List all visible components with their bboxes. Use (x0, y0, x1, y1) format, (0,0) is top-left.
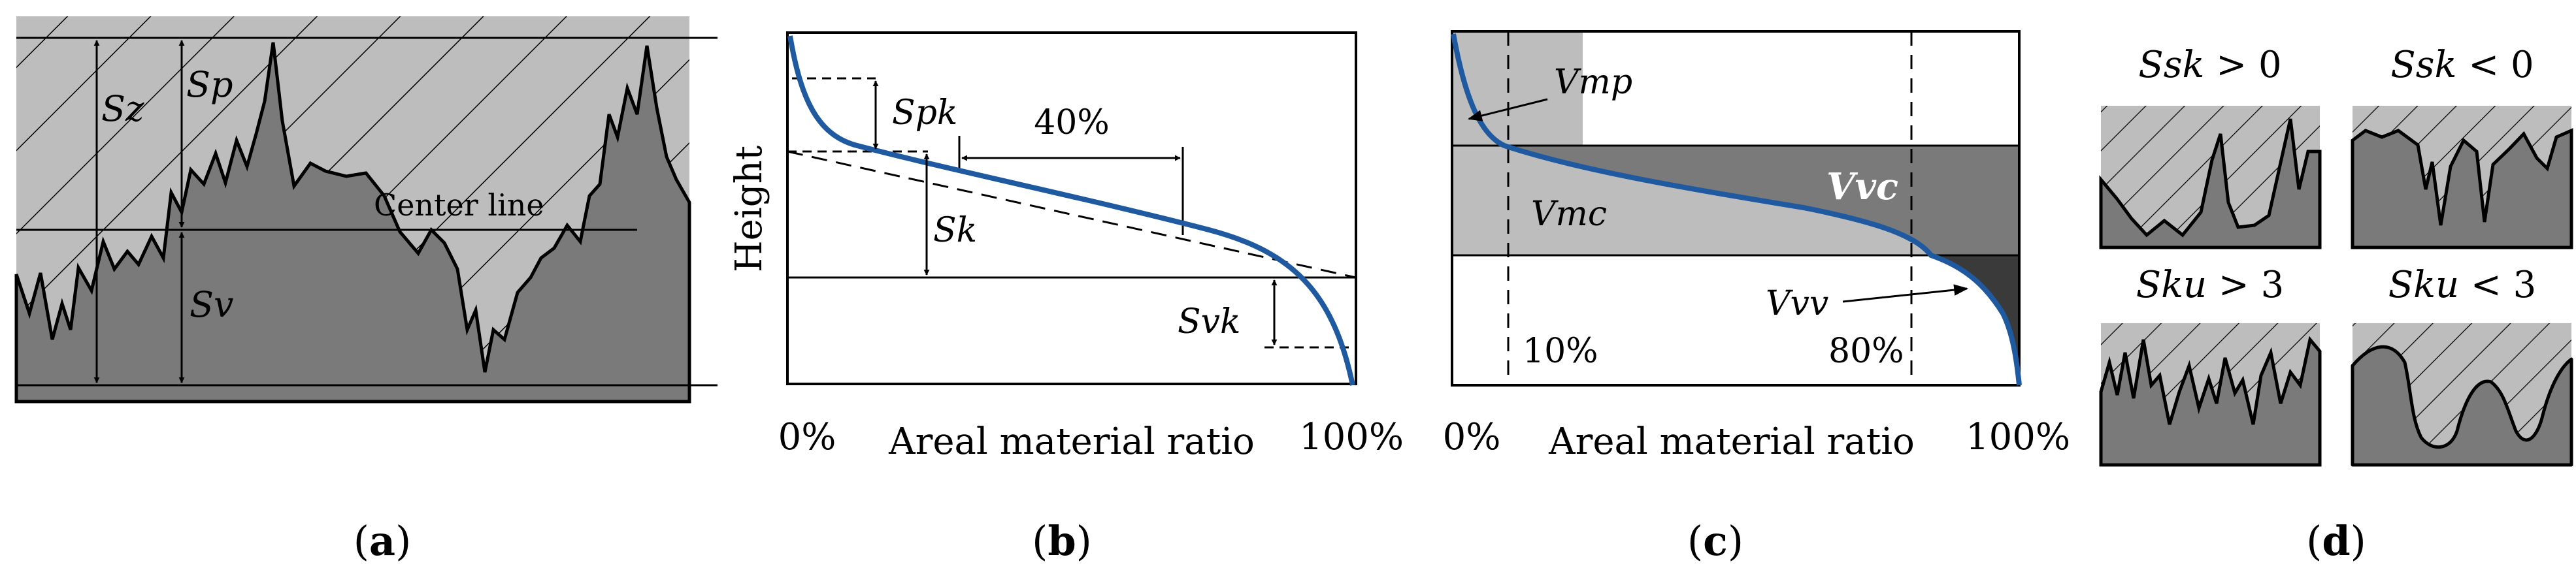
panel-a: Sz Sp Sv Center line (a) (14, 16, 718, 565)
p10-label: 10% (1523, 332, 1598, 371)
ssk-positive-title: Ssk > 0 (2138, 44, 2281, 86)
panel-c: Vmp Vmc Vvc Vvv 10% 80% 0% Areal materia… (1443, 30, 2070, 565)
panel-a-caption: (a) (354, 517, 412, 565)
sk-label: Sk (933, 211, 977, 250)
sk-tangent-line (787, 150, 1357, 279)
ssk-positive-profile (2099, 106, 2322, 249)
svk-label: Svk (1178, 302, 1241, 341)
vvv-label: Vvv (1766, 284, 1828, 323)
sku-high-profile (2099, 323, 2322, 467)
vmp-pointer (1467, 98, 1548, 121)
panel-d-caption: (d) (2306, 517, 2366, 565)
window-label: 40% (1034, 103, 1110, 142)
ssk-negative-title: Ssk < 0 (2390, 44, 2534, 86)
panel-b-x-axis-label: Areal material ratio (888, 420, 1255, 463)
panel-b-x-start: 0% (778, 416, 836, 458)
sku-low-title: Sku < 3 (2388, 264, 2537, 306)
panel-b-y-axis-label: Height (728, 145, 770, 272)
sku-high-title: Sku > 3 (2136, 264, 2285, 306)
abbott-curve-b (787, 35, 1355, 386)
panel-c-x-axis-label: Areal material ratio (1548, 420, 1915, 463)
vvv-region (1931, 255, 2019, 385)
surface-profile (14, 42, 691, 404)
sku-low-profile (2351, 323, 2573, 467)
ssk-negative-profile (2351, 106, 2573, 249)
panel-b-caption: (b) (1032, 517, 1092, 565)
sz-label: Sz (101, 88, 144, 129)
spk-label: Spk (892, 93, 957, 133)
panel-d: Ssk > 0 Ssk < 0 Sku > 3 Sku < 3 (d) (2099, 44, 2573, 565)
panel-c-caption: (c) (1687, 517, 1743, 565)
vvc-label: Vvc (1826, 165, 1898, 208)
panel-c-x-end: 100% (1966, 416, 2070, 458)
vmp-region (1452, 31, 1583, 146)
panel-b: Spk Sk Svk 40% Height 0% Areal material … (728, 31, 1404, 565)
panel-c-x-start: 0% (1443, 416, 1501, 458)
vmc-label: Vmc (1531, 195, 1607, 234)
panel-b-frame (786, 31, 1357, 385)
p80-label: 80% (1828, 332, 1904, 371)
abbott-curve-c (1451, 33, 2022, 386)
vmc-region (1452, 146, 1931, 255)
vvv-pointer (1842, 284, 1969, 303)
sv-label: Sv (190, 284, 234, 325)
panel-c-frame (1451, 30, 2021, 387)
panel-b-x-end: 100% (1299, 416, 1404, 458)
sp-label: Sp (186, 64, 233, 105)
center-line-label: Center line (374, 187, 544, 223)
vmp-label: Vmp (1554, 63, 1632, 102)
